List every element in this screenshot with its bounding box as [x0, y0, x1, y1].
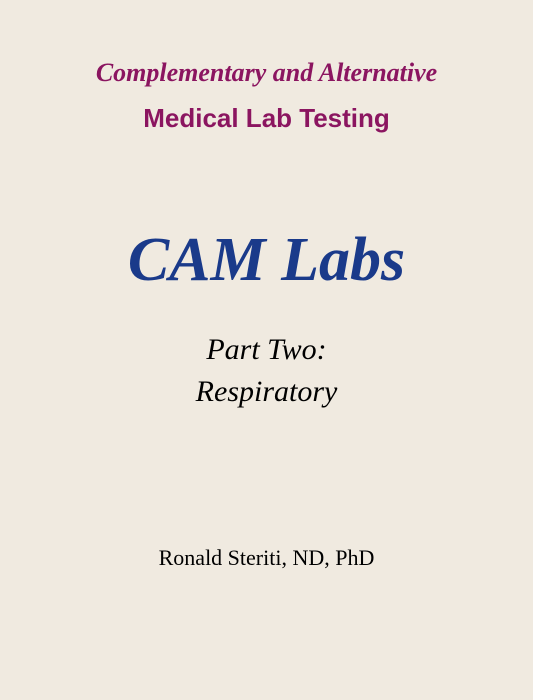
author-name: Ronald Steriti, ND, PhD — [0, 545, 533, 571]
main-title: CAM Labs — [0, 225, 533, 296]
subtitle-line-1: Part Two: — [0, 333, 533, 367]
header-line-2: Medical Lab Testing — [0, 103, 533, 134]
header-line-1: Complementary and Alternative — [0, 58, 533, 88]
book-cover-page: Complementary and Alternative Medical La… — [0, 0, 533, 700]
subtitle-line-2: Respiratory — [0, 375, 533, 409]
